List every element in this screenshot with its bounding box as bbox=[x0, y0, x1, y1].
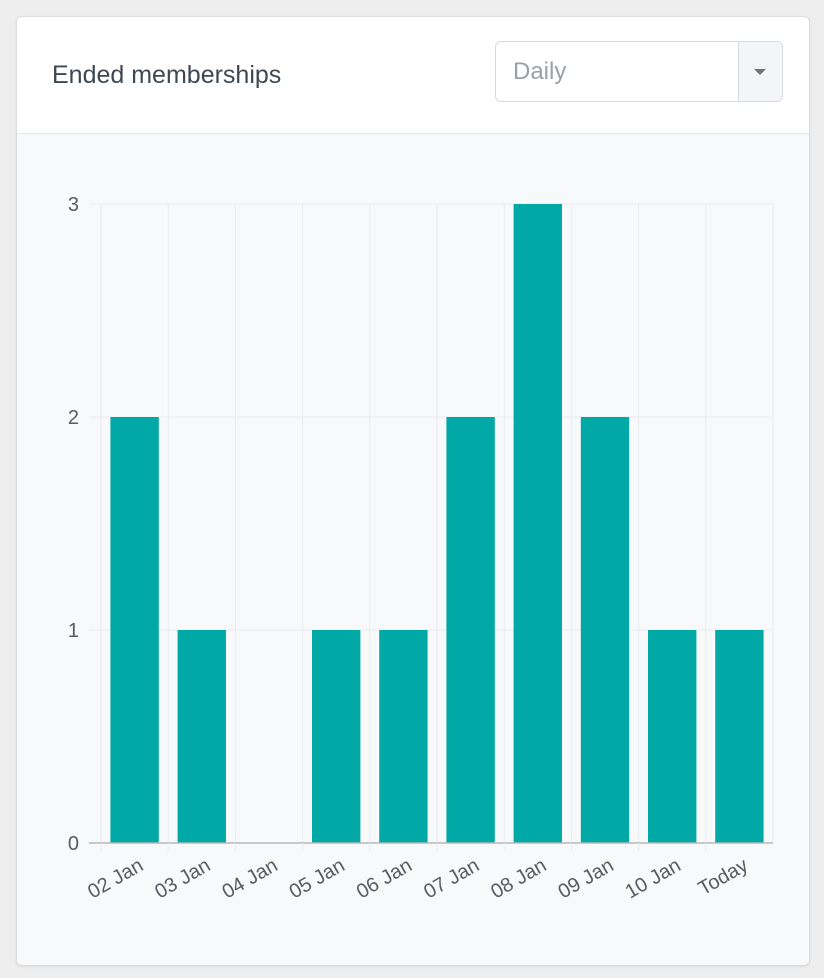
bar bbox=[580, 417, 630, 843]
x-tick-label: 02 Jan bbox=[84, 854, 147, 903]
bar-chart: 0 1 2 3 02 Jan 03 Jan 04 Jan 05 Jan 06 Jan 07 Jan… bbox=[68, 194, 774, 903]
bar bbox=[312, 630, 361, 843]
card-title: Ended memberships bbox=[52, 61, 282, 89]
chart-area: 0 1 2 3 02 Jan 03 Jan 04 Jan 05 Jan 06 Jan 07 Jan… bbox=[17, 134, 809, 965]
y-tick-label: 0 bbox=[68, 833, 79, 855]
bar bbox=[110, 417, 159, 843]
bar bbox=[715, 630, 764, 843]
bar bbox=[648, 630, 697, 843]
card-header: Ended memberships Daily bbox=[17, 17, 809, 134]
x-tick-label: 08 Jan bbox=[487, 854, 550, 903]
select-toggle-button[interactable] bbox=[738, 42, 782, 101]
ended-memberships-card: Ended memberships Daily 0 1 2 3 02 Jan 03 Jan… bbox=[16, 16, 810, 966]
x-tick-label: 07 Jan bbox=[420, 854, 483, 903]
x-tick-label: 06 Jan bbox=[353, 854, 416, 903]
x-tick-label: 04 Jan bbox=[218, 854, 281, 903]
period-select[interactable]: Daily bbox=[495, 41, 783, 102]
bar bbox=[513, 204, 562, 843]
x-tick-label: 09 Jan bbox=[554, 854, 617, 903]
caret-down-icon bbox=[754, 69, 766, 75]
x-tick-label: 03 Jan bbox=[151, 854, 214, 903]
bar bbox=[177, 630, 226, 843]
y-tick-label: 2 bbox=[68, 407, 79, 429]
x-tick-label: 10 Jan bbox=[622, 854, 685, 903]
bar bbox=[446, 417, 495, 843]
y-tick-label: 3 bbox=[68, 194, 79, 216]
bar bbox=[379, 630, 428, 843]
y-tick-label: 1 bbox=[68, 620, 79, 642]
period-select-value: Daily bbox=[513, 58, 567, 85]
x-tick-label: 05 Jan bbox=[286, 854, 349, 903]
x-tick-label: Today bbox=[695, 854, 752, 900]
